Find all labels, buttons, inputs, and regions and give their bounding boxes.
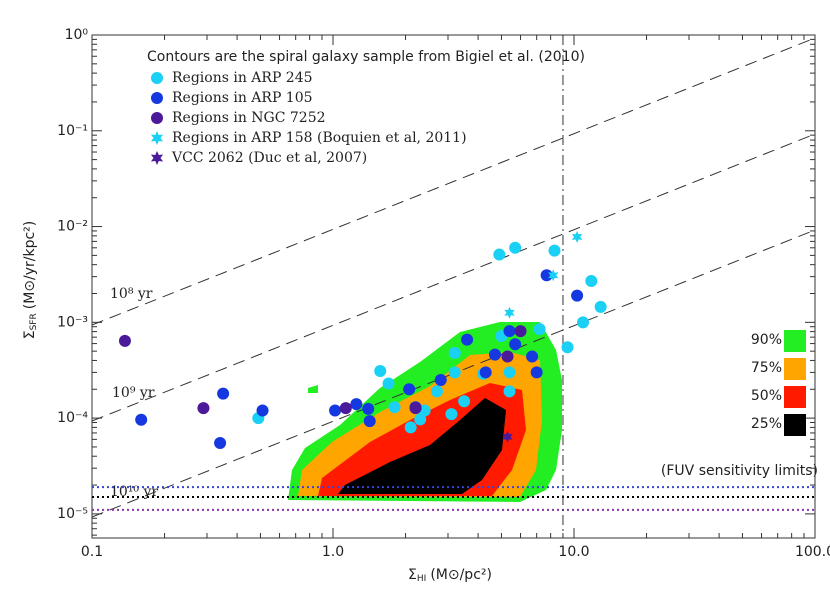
point: [526, 350, 539, 363]
point: [488, 348, 501, 361]
point: [350, 398, 363, 411]
point: [503, 325, 516, 338]
point: [533, 323, 546, 336]
y-tick-label: 10⁻²: [57, 219, 88, 235]
point: [382, 377, 395, 390]
x-label-unit: (M⊙/pc²): [430, 567, 492, 583]
point: [540, 269, 553, 282]
x-axis-label: ΣHI (M⊙/pc²): [408, 567, 492, 584]
contour-25: [338, 398, 506, 494]
x-tick-label: 0.1: [81, 544, 103, 560]
point: [479, 366, 492, 379]
plot-frame: [91, 34, 816, 539]
point: [135, 413, 148, 426]
point: [388, 401, 401, 414]
star-point: [504, 306, 515, 319]
contour-legend-swatch: [784, 358, 806, 380]
depletion-line: [91, 133, 816, 422]
star-point: [548, 269, 559, 282]
point: [434, 373, 447, 386]
point: [329, 404, 342, 417]
point: [594, 300, 607, 313]
legend-label: VCC 2062 (Duc et al, 2007): [171, 150, 367, 166]
point: [571, 289, 584, 302]
x-tick-label: 10.0: [558, 544, 589, 560]
point: [256, 404, 269, 417]
contour-speck: [308, 385, 318, 393]
contour-legend-swatch: [784, 414, 806, 436]
x-label-symbol: Σ: [408, 567, 417, 583]
chart-title: Contours are the spiral galaxy sample fr…: [147, 49, 585, 65]
point: [430, 385, 443, 398]
point: [561, 341, 574, 354]
x-label-sub: HI: [417, 574, 426, 584]
point: [503, 366, 516, 379]
x-tick-label: 100.0: [795, 544, 830, 560]
point: [118, 334, 131, 347]
legend-marker: [151, 72, 163, 84]
point: [577, 316, 590, 329]
point: [414, 413, 427, 426]
point: [448, 346, 461, 359]
point: [404, 421, 417, 434]
y-tick-label: 10⁻³: [57, 314, 88, 330]
point: [548, 244, 561, 257]
sensitivity-label: (FUV sensitivity limits): [661, 463, 818, 479]
contour-legend-label: 75%: [751, 360, 782, 376]
point: [530, 366, 543, 379]
y-axis-label: ΣSFR (M⊙/yr/kpc²): [22, 221, 39, 340]
point: [509, 338, 522, 351]
y-tick-label: 10⁰: [65, 27, 89, 43]
legend-label: Regions in NGC 7252: [172, 110, 326, 126]
x-tick-label: 1.0: [322, 544, 344, 560]
y-label-unit: (M⊙/yr/kpc²): [22, 221, 38, 310]
point: [514, 325, 527, 338]
point: [363, 415, 376, 428]
star-point: [571, 230, 583, 243]
depletion-label: 10⁹ yr: [112, 385, 155, 401]
y-label-sub: SFR: [29, 313, 39, 330]
point: [585, 275, 598, 288]
point: [458, 395, 471, 408]
point: [214, 436, 227, 449]
legend-label: Regions in ARP 105: [172, 90, 313, 106]
point: [339, 402, 352, 415]
point: [418, 404, 431, 417]
point: [501, 350, 514, 363]
legend-label: Regions in ARP 158 (Boquien et al, 2011): [172, 130, 467, 146]
contour-legend-label: 50%: [751, 388, 782, 404]
y-label-symbol: Σ: [22, 330, 38, 339]
star-point: [502, 430, 513, 443]
contour-legend-label: 25%: [751, 416, 782, 432]
contour-legend-swatch: [784, 386, 806, 408]
point: [448, 366, 461, 379]
point: [362, 402, 375, 415]
point: [509, 241, 522, 254]
point: [197, 402, 210, 415]
y-tick-label: 10⁻⁵: [57, 506, 88, 522]
depletion-label: 10⁸ yr: [110, 286, 153, 302]
legend-marker: [150, 131, 164, 145]
legend-marker: [150, 151, 164, 165]
point: [403, 383, 416, 396]
point: [503, 385, 516, 398]
y-tick-label: 10⁻⁴: [57, 410, 88, 426]
contours: [288, 322, 562, 502]
legend-marker: [151, 92, 163, 104]
legend-marker: [151, 112, 163, 124]
contour-legend-label: 90%: [751, 332, 782, 348]
legend-label: Regions in ARP 245: [172, 70, 313, 86]
contour-legend-swatch: [784, 330, 806, 352]
point: [445, 408, 458, 421]
depletion-line: [91, 37, 816, 326]
point: [493, 248, 506, 261]
point: [374, 365, 387, 378]
point: [461, 333, 474, 346]
y-tick-label: 10⁻¹: [57, 123, 88, 139]
point: [409, 402, 422, 415]
point: [217, 387, 230, 400]
